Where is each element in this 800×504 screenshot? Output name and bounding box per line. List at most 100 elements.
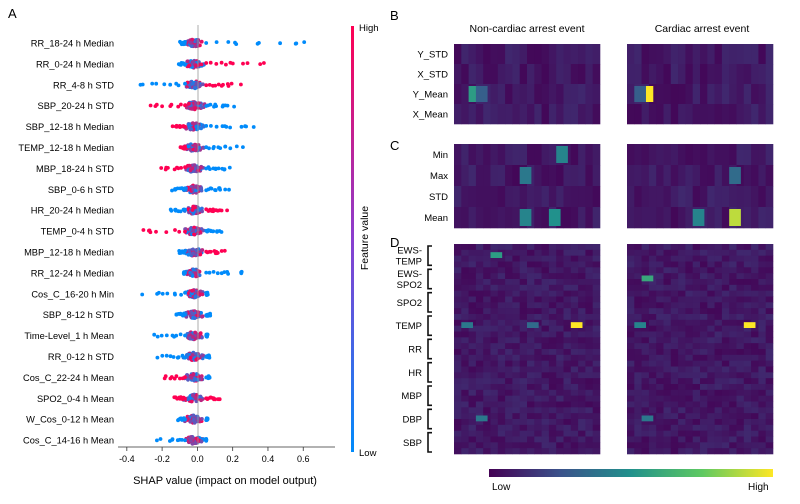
heatmap-cell [685,244,693,251]
heatmap-cell [570,436,579,443]
heatmap-cell [627,343,635,350]
heatmap-cell [468,296,477,303]
heatmap-cell [519,279,528,286]
heatmap-cell [548,360,557,367]
heatmap-cell [468,207,477,229]
heatmap-cell [490,424,499,431]
heatmap-cell [541,186,550,208]
heatmap-cell [765,284,774,291]
heatmap-cell [670,261,679,268]
heatmap-cell [663,413,672,420]
heatmap-cell [678,64,686,85]
heatmap-cell [527,267,535,274]
heatmap-cell [656,413,664,420]
shap-point [192,378,196,383]
heatmap-cell [685,448,693,455]
heatmap-cell [578,207,586,229]
shap-point [229,81,234,86]
heatmap-cell [707,84,715,105]
heatmap-cell [692,284,701,291]
heatmap-cell [512,144,520,166]
heatmap-cell [714,244,723,251]
heatmap-cell [475,144,484,166]
heatmap-cell [678,354,686,361]
shap-point [213,188,218,193]
heatmap-cell [700,244,708,251]
heatmap-cell [721,366,730,373]
heatmap-cell [721,384,730,391]
heatmap-cell [648,296,657,303]
heatmap-cell [534,331,542,338]
heatmap-cell [685,314,693,321]
shap-point [191,372,196,376]
heatmap-cell [729,296,737,303]
heatmap-cell [454,273,462,280]
heatmap-cell [468,360,477,367]
shap-point [186,248,191,253]
shap-point [239,124,244,129]
heatmap-cell [736,319,745,326]
heatmap-cell [656,64,664,85]
heatmap-cell [563,273,572,280]
heatmap-cell [454,349,462,356]
heatmap-cell [563,360,572,367]
heatmap-cell [468,448,477,455]
shap-point [219,271,224,276]
heatmap-cell [627,331,635,338]
heatmap-cell [721,84,730,105]
heatmap-cell [548,401,557,408]
heatmap-cell [454,319,462,326]
heatmap-cell [685,419,693,426]
shap-point [278,41,282,46]
heatmap-cell [512,424,520,431]
heatmap-cell [490,267,499,274]
heatmap-cell [736,302,745,309]
shap-point [214,208,218,213]
shap-point [183,438,187,443]
heatmap-cell [736,308,745,315]
heatmap-cell [648,331,657,338]
heatmap-cell [505,261,513,268]
heatmap-cell [563,244,572,251]
heatmap-cell [548,244,557,251]
shap-point [239,269,244,274]
heatmap-cell [729,64,737,85]
heatmap-cell [563,419,572,426]
heatmap-cell [700,366,708,373]
heatmap-cell [670,165,679,187]
shap-point [191,311,195,316]
heatmap-cell [751,273,759,280]
heatmap-cell [578,343,586,350]
heatmap-cell [534,424,542,431]
heatmap-cell [585,430,593,437]
heatmap-cell [519,378,528,385]
heatmap-cell [585,401,593,408]
heatmap-cell [548,349,557,356]
shap-point [214,104,219,108]
heatmap-cell [541,419,550,426]
heatmap-cell [490,384,499,391]
heatmap-cell [556,302,564,309]
heatmap-cell [570,343,579,350]
heatmap-cell [758,296,766,303]
heatmap-cell [578,186,586,208]
shap-point [174,81,179,86]
shap-point [195,377,200,382]
heatmap-cell [570,366,579,373]
heatmap-cell [585,389,593,396]
shap-point [294,41,299,46]
heatmap-cell [483,284,491,291]
heatmap-cell [670,207,679,229]
heatmap-cell [475,401,484,408]
heatmap-cell [729,407,737,414]
group-bracket [427,268,432,290]
heatmap-cell [468,401,477,408]
heatmap-cell [570,325,579,332]
heatmap-cell [563,296,572,303]
heatmap-cell [634,384,642,391]
heatmap-cell [548,249,557,256]
heatmap-cell [468,144,477,166]
heatmap-cell [700,337,708,344]
heatmap-cell [663,165,672,187]
heatmap-cell [765,261,774,268]
